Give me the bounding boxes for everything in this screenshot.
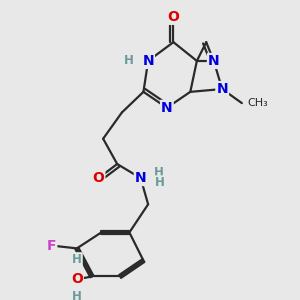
Text: O: O: [167, 10, 179, 24]
Text: N: N: [142, 54, 154, 68]
Text: O: O: [71, 272, 83, 286]
Text: CH₃: CH₃: [248, 98, 268, 108]
Text: H: H: [72, 290, 82, 300]
Text: N: N: [216, 82, 228, 96]
Text: N: N: [135, 171, 146, 185]
Text: F: F: [47, 238, 56, 253]
Text: H: H: [124, 54, 134, 68]
Text: H: H: [154, 166, 164, 179]
Text: N: N: [208, 54, 220, 68]
Text: H: H: [72, 253, 82, 266]
Text: N: N: [161, 101, 173, 115]
Text: O: O: [92, 171, 104, 185]
Text: H: H: [154, 176, 164, 189]
